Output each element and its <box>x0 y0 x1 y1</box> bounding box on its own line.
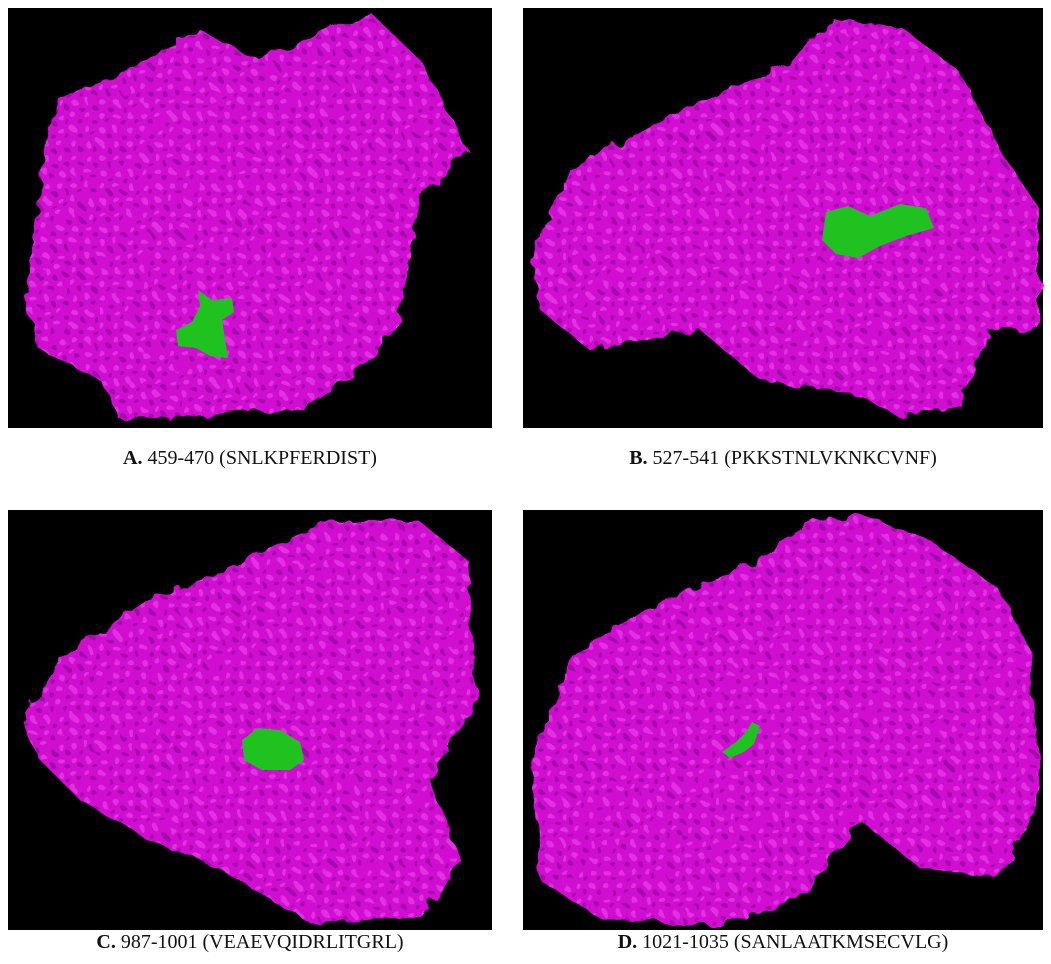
panel-label: A. <box>123 447 142 469</box>
panel-label: D. <box>618 931 637 953</box>
panel-c: C. 987-1001 (VEAEVQIDRLITGRL) <box>8 510 492 953</box>
panel-b: B. 527-541 (PKKSTNLVKNKCVNF) <box>523 8 1043 469</box>
panel-caption: 987-1001 (VEAEVQIDRLITGRL) <box>121 931 404 953</box>
caption: B. 527-541 (PKKSTNLVKNKCVNF) <box>629 447 937 469</box>
panel-caption: 1021-1035 (SANLAATKMSECVLG) <box>642 931 948 953</box>
caption: A. 459-470 (SNLKPFERDIST) <box>123 447 377 469</box>
panel-caption: 527-541 (PKKSTNLVKNKCVNF) <box>653 447 937 469</box>
panel-label: C. <box>96 931 115 953</box>
panel-caption: 459-470 (SNLKPFERDIST) <box>148 447 377 469</box>
panel-label: B. <box>629 447 647 469</box>
panel-d: D. 1021-1035 (SANLAATKMSECVLG) <box>523 510 1043 953</box>
panel-a: A. 459-470 (SNLKPFERDIST) <box>8 8 492 469</box>
figure: A. 459-470 (SNLKPFERDIST) B. 527-541 (PK… <box>0 0 1051 964</box>
caption: C. 987-1001 (VEAEVQIDRLITGRL) <box>96 931 403 953</box>
caption: D. 1021-1035 (SANLAATKMSECVLG) <box>618 931 949 953</box>
